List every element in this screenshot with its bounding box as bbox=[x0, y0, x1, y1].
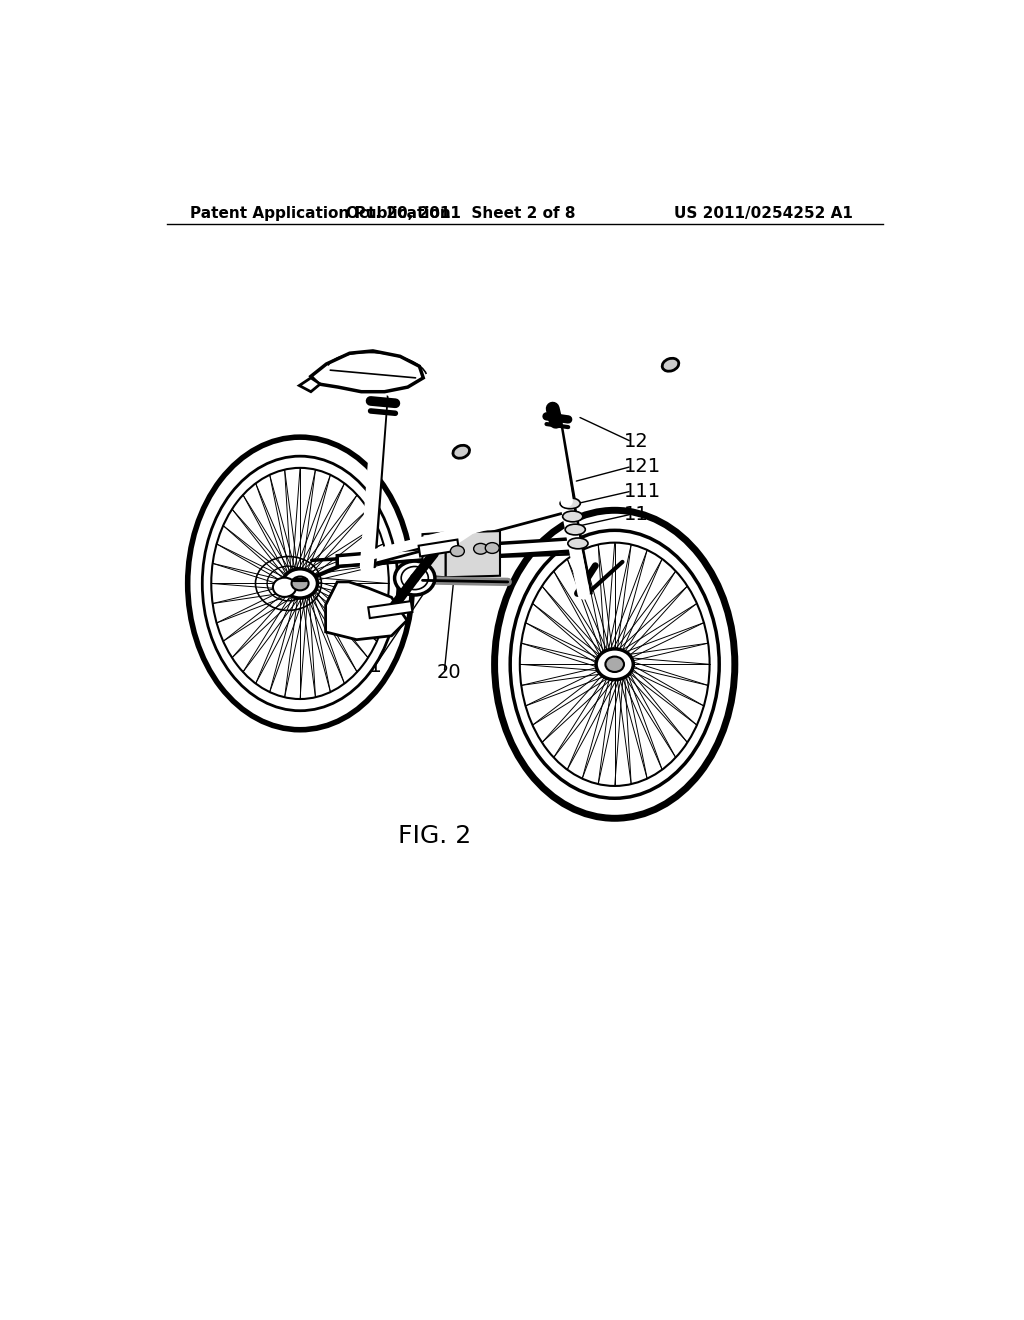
Ellipse shape bbox=[451, 545, 464, 557]
Ellipse shape bbox=[565, 524, 586, 535]
Text: 121: 121 bbox=[624, 457, 662, 477]
Text: 30: 30 bbox=[312, 495, 337, 515]
Ellipse shape bbox=[560, 498, 581, 508]
Ellipse shape bbox=[605, 656, 624, 672]
Text: Oct. 20, 2011  Sheet 2 of 8: Oct. 20, 2011 Sheet 2 of 8 bbox=[346, 206, 575, 222]
Ellipse shape bbox=[292, 577, 308, 590]
Ellipse shape bbox=[568, 539, 588, 549]
Polygon shape bbox=[311, 351, 423, 392]
Ellipse shape bbox=[187, 437, 413, 730]
Text: 11: 11 bbox=[624, 504, 649, 524]
Ellipse shape bbox=[663, 358, 679, 371]
Ellipse shape bbox=[510, 531, 719, 799]
Text: 21: 21 bbox=[357, 657, 382, 676]
Ellipse shape bbox=[485, 543, 500, 553]
Text: Patent Application Publication: Patent Application Publication bbox=[190, 206, 451, 222]
Ellipse shape bbox=[203, 457, 397, 710]
Polygon shape bbox=[337, 539, 571, 566]
Text: US 2011/0254252 A1: US 2011/0254252 A1 bbox=[674, 206, 853, 222]
Ellipse shape bbox=[273, 578, 296, 597]
Polygon shape bbox=[299, 378, 321, 392]
Ellipse shape bbox=[562, 511, 583, 521]
Text: 20: 20 bbox=[436, 663, 461, 682]
Ellipse shape bbox=[495, 511, 735, 818]
Polygon shape bbox=[423, 533, 445, 577]
Text: FIG. 2: FIG. 2 bbox=[397, 824, 471, 847]
Polygon shape bbox=[445, 531, 500, 577]
Polygon shape bbox=[369, 601, 413, 618]
Polygon shape bbox=[326, 582, 407, 640]
Ellipse shape bbox=[474, 544, 487, 554]
Text: 22: 22 bbox=[296, 634, 321, 653]
Ellipse shape bbox=[453, 445, 470, 458]
Ellipse shape bbox=[283, 569, 317, 598]
Ellipse shape bbox=[394, 561, 435, 595]
Text: 111: 111 bbox=[624, 482, 662, 500]
Text: 12: 12 bbox=[624, 432, 649, 451]
Ellipse shape bbox=[596, 649, 633, 680]
Polygon shape bbox=[419, 540, 459, 557]
